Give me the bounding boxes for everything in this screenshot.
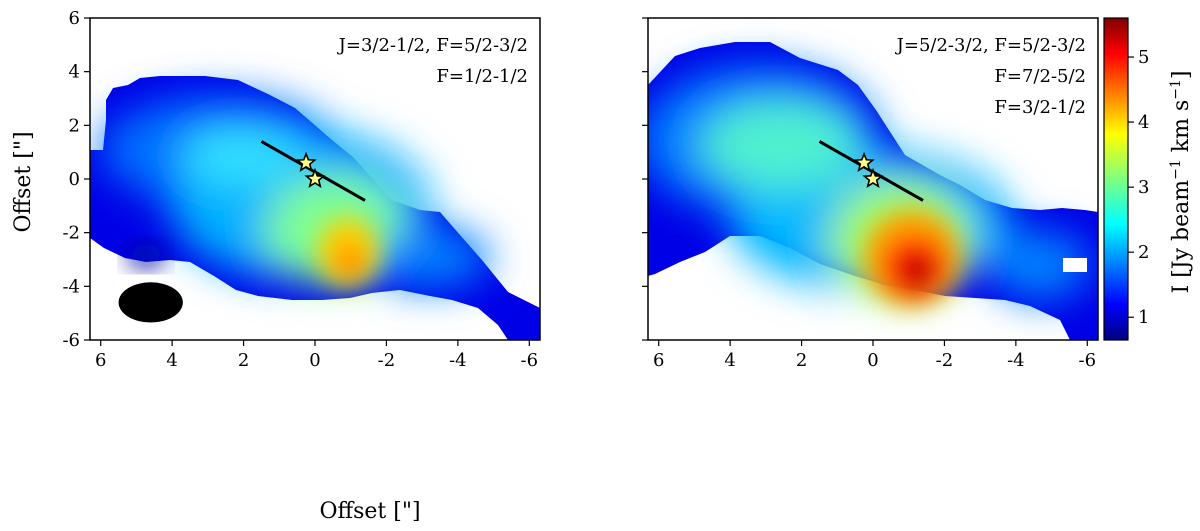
left-ytick-label: 2 [69, 115, 80, 136]
colorbar-tick-label: 2 [1138, 242, 1149, 263]
colorbar-gradient [1103, 17, 1129, 341]
right-xtick-label: 6 [653, 350, 664, 371]
right-peak [864, 210, 960, 306]
colorbar-tick-label: 1 [1138, 307, 1149, 328]
colorbar-tick-label: 3 [1138, 177, 1149, 198]
right-outflow-line [818, 140, 924, 202]
left-xtick-label: -6 [521, 350, 539, 371]
colorbar-label: I [Jy beam−1 km s−1] [1168, 71, 1194, 294]
right-xtick-label: -4 [1007, 350, 1025, 371]
left-ytick-label: -2 [62, 223, 80, 244]
right-blank-pixel [1063, 258, 1087, 272]
right-xtick-label: -6 [1079, 350, 1097, 371]
right-xtick-label: 2 [796, 350, 807, 371]
left-x-axis: 6 4 2 0 -2 -4 -6 [95, 340, 538, 371]
left-ytick-label: -6 [62, 330, 80, 351]
left-star-marker [295, 151, 317, 172]
right-annotation-1: J=5/2-3/2, F=5/2-3/2 [895, 35, 1086, 56]
right-annotation-3: F=3/2-1/2 [994, 97, 1086, 118]
right-overlay [818, 140, 924, 202]
left-xtick-label: 0 [309, 350, 320, 371]
right-xtick-label: 0 [867, 350, 878, 371]
right-y-axis [642, 17, 648, 341]
left-star-marker [304, 167, 326, 189]
right-x-axis: 6 4 2 0 -2 -4 -6 [653, 340, 1096, 371]
left-heatmap [90, 76, 540, 340]
left-panel: 6 4 2 0 -2 -4 -6 6 4 2 0 -2 -4 -6 J=3/2-1/2, F=5/2-3… [11, 8, 541, 371]
x-axis-label: Offset ["] [319, 499, 420, 524]
left-xtick-label: 4 [166, 350, 177, 371]
right-star-marker [862, 167, 884, 189]
beam-ellipse [118, 282, 183, 323]
left-annotation-2: F=1/2-1/2 [436, 66, 528, 87]
colorbar-tick-label: 5 [1138, 47, 1149, 68]
right-xtick-label: -2 [936, 350, 954, 371]
left-xtick-label: -4 [449, 350, 467, 371]
left-xtick-label: 6 [95, 350, 106, 371]
left-xtick-label: 2 [238, 350, 249, 371]
colorbar: 1 2 3 4 5 I [Jy beam−1 km s−1] [1103, 17, 1194, 341]
left-peak [318, 218, 378, 286]
left-ytick-label: 0 [69, 169, 80, 190]
right-star-marker [853, 151, 875, 172]
right-xtick-label: 4 [724, 350, 735, 371]
left-annotation-1: J=3/2-1/2, F=5/2-3/2 [337, 35, 528, 56]
left-xtick-label: -2 [378, 350, 396, 371]
right-annotation-2: F=7/2-5/2 [994, 66, 1086, 87]
left-y-axis: 6 4 2 0 -2 -4 -6 [62, 8, 90, 351]
left-ytick-label: 6 [69, 8, 80, 29]
right-heatmap [648, 42, 1098, 340]
left-overlay [118, 140, 366, 323]
left-ytick-label: -4 [62, 276, 80, 297]
right-panel: 6 4 2 0 -2 -4 -6 J=5/2-3/2, F=5/2-3/2 F=7/2-5/… [642, 17, 1099, 371]
colorbar-tick-label: 4 [1138, 112, 1149, 133]
left-dark-knot [128, 243, 164, 267]
colorbar-ticks: 1 2 3 4 5 [1128, 47, 1149, 328]
left-ytick-label: 4 [69, 62, 80, 83]
left-outflow-line [260, 140, 366, 202]
y-axis-label: Offset ["] [11, 131, 36, 232]
